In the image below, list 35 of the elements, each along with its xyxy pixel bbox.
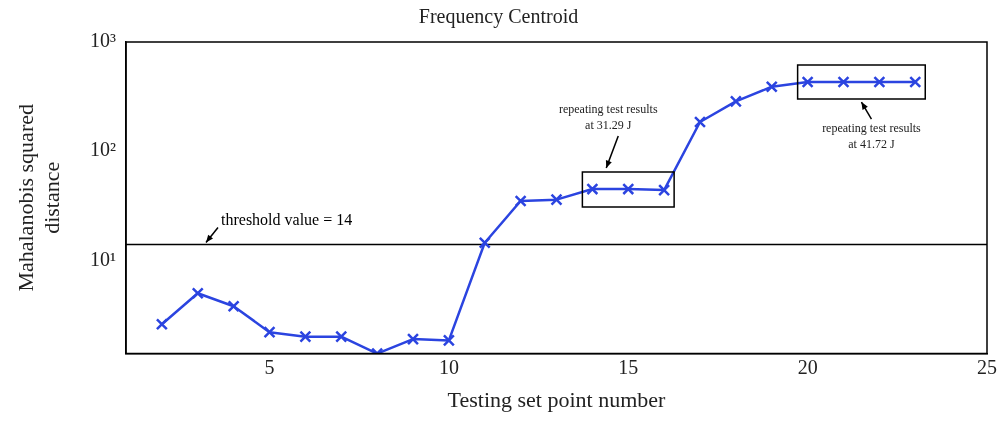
point: [550, 193, 563, 206]
point: [191, 287, 204, 300]
point: [478, 236, 491, 249]
point: [657, 183, 671, 197]
point: [765, 80, 778, 93]
ref-line-label: threshold value = 14: [221, 210, 353, 228]
point: [729, 95, 743, 108]
chart-title: Frequency Centroid: [418, 5, 579, 29]
annotation: repeating test results at 41.72 J: [822, 121, 922, 152]
point: [622, 182, 635, 196]
point: [263, 325, 276, 339]
point: [299, 330, 312, 343]
x-axis-title: Testing set point number: [447, 386, 667, 412]
point: [801, 75, 814, 89]
x-tick-label: 5: [264, 355, 275, 378]
point: [406, 332, 420, 346]
annotation: repeating test results at 31.29 J: [558, 102, 658, 133]
point: [693, 115, 707, 129]
y-tick-label: 10²: [90, 138, 116, 161]
point: [227, 300, 240, 313]
point: [586, 182, 599, 196]
x-tick-label: 10: [438, 355, 459, 378]
point: [442, 334, 456, 347]
point: [514, 194, 527, 208]
point: [155, 318, 169, 331]
point: [837, 75, 850, 89]
point: [909, 75, 922, 89]
x-tick-label: 20: [797, 355, 818, 378]
y-tick-label: 10³: [90, 29, 116, 52]
x-tick-label: 15: [618, 355, 639, 378]
y-axis-title: Mahalanobis squared distance: [12, 104, 65, 292]
y-tick-label: 10¹: [90, 247, 116, 270]
point: [335, 330, 348, 343]
point: [873, 75, 886, 89]
x-tick-label: 25: [977, 355, 997, 378]
